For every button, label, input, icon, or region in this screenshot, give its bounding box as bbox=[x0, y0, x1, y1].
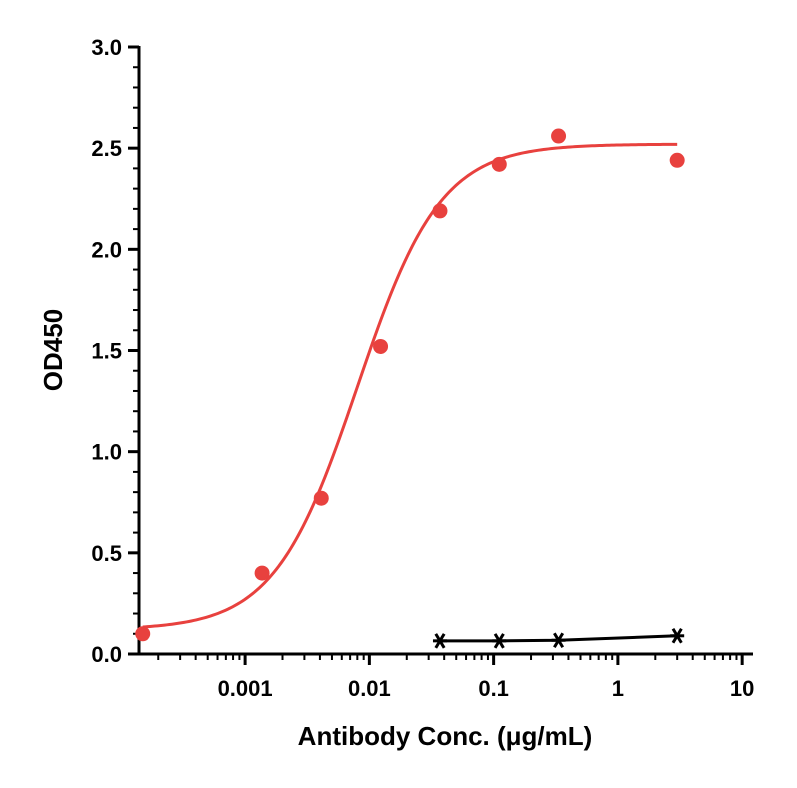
data-point bbox=[551, 128, 567, 144]
x-tick-label: 0.01 bbox=[348, 676, 391, 701]
data-point-asterisk bbox=[432, 633, 447, 649]
data-point bbox=[254, 565, 270, 581]
x-tick-label: 1 bbox=[612, 676, 624, 701]
control-line bbox=[439, 634, 678, 643]
y-tick-label: 0.5 bbox=[91, 541, 122, 566]
series-markers bbox=[135, 128, 685, 649]
data-point bbox=[491, 156, 507, 172]
x-axis-label: Antibody Conc. (μg/mL) bbox=[298, 721, 593, 751]
asterisk-stroke bbox=[434, 633, 446, 649]
asterisk-stroke bbox=[493, 633, 505, 649]
y-tick-label: 1.5 bbox=[91, 339, 122, 364]
y-tick-label: 0.0 bbox=[91, 642, 122, 667]
x-tick-label: 0.001 bbox=[218, 676, 273, 701]
y-tick-label: 3.0 bbox=[91, 35, 122, 60]
data-point-asterisk bbox=[551, 632, 566, 649]
asterisk-stroke bbox=[671, 628, 683, 644]
y-axis-label: OD450 bbox=[38, 309, 68, 391]
data-point bbox=[135, 626, 151, 642]
ticks: 0.0 0.5 1.0 1.5 2.0 2.5 3.0 0.001 0.01 0.1 1 10 bbox=[91, 35, 754, 701]
data-point bbox=[373, 338, 389, 354]
data-point bbox=[313, 490, 329, 506]
x-tick-label: 0.1 bbox=[478, 676, 509, 701]
data-point bbox=[432, 203, 448, 219]
data-point-asterisk bbox=[670, 628, 685, 644]
asterisk-stroke bbox=[553, 632, 565, 649]
data-point bbox=[669, 152, 685, 168]
y-tick-label: 2.0 bbox=[91, 237, 122, 262]
fit-curve bbox=[142, 142, 678, 629]
series-lines bbox=[142, 142, 678, 643]
x-tick-label: 10 bbox=[730, 676, 754, 701]
data-point-asterisk bbox=[492, 633, 507, 649]
axes bbox=[137, 46, 753, 656]
y-tick-label: 2.5 bbox=[91, 136, 122, 161]
y-tick-label: 1.0 bbox=[91, 440, 122, 465]
